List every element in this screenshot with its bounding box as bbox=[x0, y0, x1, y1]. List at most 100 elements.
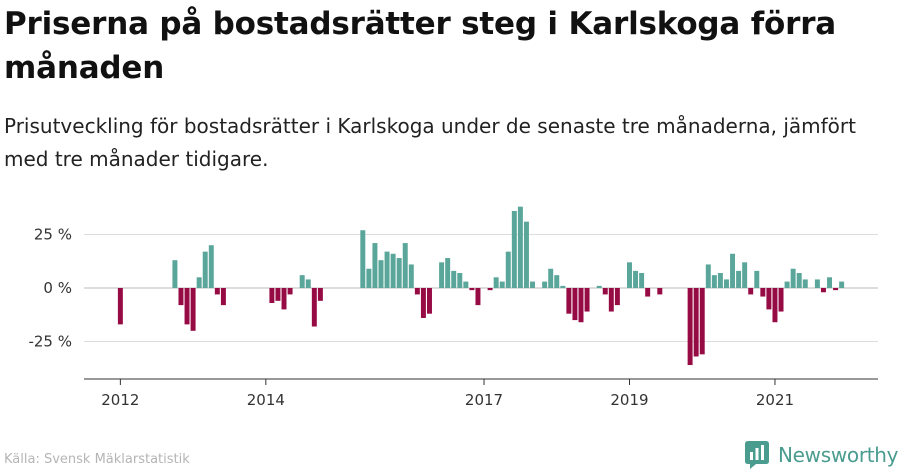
bar-positive bbox=[730, 253, 736, 288]
bar-positive bbox=[633, 270, 639, 288]
bar-negative bbox=[190, 288, 196, 331]
bar-positive bbox=[305, 279, 311, 288]
y-tick-label: -25 % bbox=[28, 333, 72, 351]
bar-positive bbox=[796, 273, 802, 288]
bar-positive bbox=[208, 245, 214, 288]
bar-positive bbox=[384, 251, 390, 288]
bar-positive bbox=[463, 281, 469, 288]
bar-positive bbox=[827, 277, 832, 288]
x-tick-label: 2017 bbox=[465, 391, 503, 409]
bar-positive bbox=[511, 210, 517, 288]
bar-negative bbox=[427, 288, 432, 314]
bar-negative bbox=[760, 288, 766, 297]
bar-positive bbox=[839, 281, 845, 288]
bar-positive bbox=[705, 264, 711, 288]
bar-negative bbox=[281, 288, 287, 310]
bar-positive bbox=[523, 221, 529, 288]
bar-chart: 25 % 0 % -25 % 2012 2014 2017 2019 2021 3 % bbox=[28, 190, 878, 409]
bar-positive bbox=[723, 279, 729, 288]
bar-positive bbox=[596, 285, 602, 288]
bar-positive bbox=[505, 251, 511, 288]
bar-positive bbox=[457, 273, 463, 288]
bar-negative bbox=[475, 288, 481, 306]
brand-name: Newsworthy bbox=[778, 443, 899, 467]
labels: 25 % 0 % -25 % 2012 2014 2017 2019 2021 3 % bbox=[28, 190, 861, 409]
bar-negative bbox=[275, 288, 281, 301]
bar-positive bbox=[802, 279, 808, 288]
bar-positive bbox=[742, 262, 748, 288]
bar-negative bbox=[566, 288, 572, 314]
bar-positive bbox=[402, 243, 408, 288]
bar-positive bbox=[372, 243, 378, 288]
bar-negative bbox=[584, 288, 590, 312]
bar-positive bbox=[517, 206, 523, 288]
x-tick-label: 2019 bbox=[610, 391, 648, 409]
bar-negative bbox=[420, 288, 426, 318]
latest-value-label: 3 % bbox=[832, 190, 861, 194]
bar-positive bbox=[754, 270, 760, 288]
bar-negative bbox=[578, 288, 584, 323]
bar-negative bbox=[269, 288, 275, 303]
bar-positive bbox=[530, 281, 535, 288]
bar-negative bbox=[487, 288, 493, 291]
bar-negative bbox=[693, 288, 699, 357]
bar-negative bbox=[614, 288, 620, 306]
bar-positive bbox=[542, 281, 548, 288]
newsworthy-logo-icon bbox=[745, 441, 769, 469]
x-tick-label: 2012 bbox=[101, 391, 139, 409]
bar-positive bbox=[396, 258, 402, 288]
bar-negative bbox=[645, 288, 651, 297]
bar-positive bbox=[439, 262, 445, 288]
bar-positive bbox=[360, 230, 366, 288]
bar-positive bbox=[560, 285, 566, 288]
bar-negative bbox=[748, 288, 754, 295]
bar-negative bbox=[608, 288, 614, 312]
bar-positive bbox=[711, 275, 717, 288]
bar-positive bbox=[196, 277, 202, 288]
bar-positive bbox=[202, 251, 208, 288]
bar-positive bbox=[736, 270, 742, 288]
bar-negative bbox=[178, 288, 184, 306]
bar-negative bbox=[214, 288, 220, 295]
bar-negative bbox=[317, 288, 323, 301]
source-note: Källa: Svensk Mäklarstatistik bbox=[4, 452, 190, 467]
bar-negative bbox=[687, 288, 693, 366]
bar-negative bbox=[778, 288, 784, 312]
bars bbox=[117, 206, 845, 366]
bar-negative bbox=[772, 288, 778, 323]
bar-positive bbox=[445, 258, 451, 288]
x-tick-label: 2021 bbox=[756, 391, 794, 409]
bar-positive bbox=[299, 275, 305, 288]
bar-negative bbox=[220, 288, 226, 306]
bar-negative bbox=[311, 288, 317, 327]
bar-positive bbox=[548, 268, 554, 288]
y-tick-label: 0 % bbox=[43, 279, 72, 297]
bar-positive bbox=[451, 270, 457, 288]
x-tick-label: 2014 bbox=[247, 391, 285, 409]
bar-negative bbox=[287, 288, 293, 295]
bar-negative bbox=[602, 288, 608, 295]
bar-negative bbox=[657, 288, 663, 295]
bar-positive bbox=[627, 262, 632, 288]
bar-negative bbox=[833, 288, 839, 291]
bar-negative bbox=[572, 288, 578, 321]
bar-positive bbox=[493, 277, 499, 288]
bar-negative bbox=[699, 288, 705, 355]
bar-positive bbox=[814, 279, 820, 288]
bar-negative bbox=[766, 288, 772, 310]
bar-positive bbox=[717, 273, 723, 288]
brand: Newsworthy bbox=[744, 440, 899, 470]
bar-positive bbox=[499, 281, 505, 288]
bar-positive bbox=[790, 268, 796, 288]
bar-positive bbox=[378, 260, 384, 288]
bar-positive bbox=[554, 275, 560, 288]
bar-positive bbox=[408, 264, 414, 288]
bar-positive bbox=[390, 253, 396, 288]
bar-positive bbox=[366, 268, 372, 288]
bar-negative bbox=[117, 288, 123, 325]
bar-negative bbox=[184, 288, 190, 325]
bar-negative bbox=[469, 288, 475, 291]
bar-negative bbox=[414, 288, 420, 295]
axes bbox=[84, 378, 878, 385]
bar-positive bbox=[784, 281, 790, 288]
